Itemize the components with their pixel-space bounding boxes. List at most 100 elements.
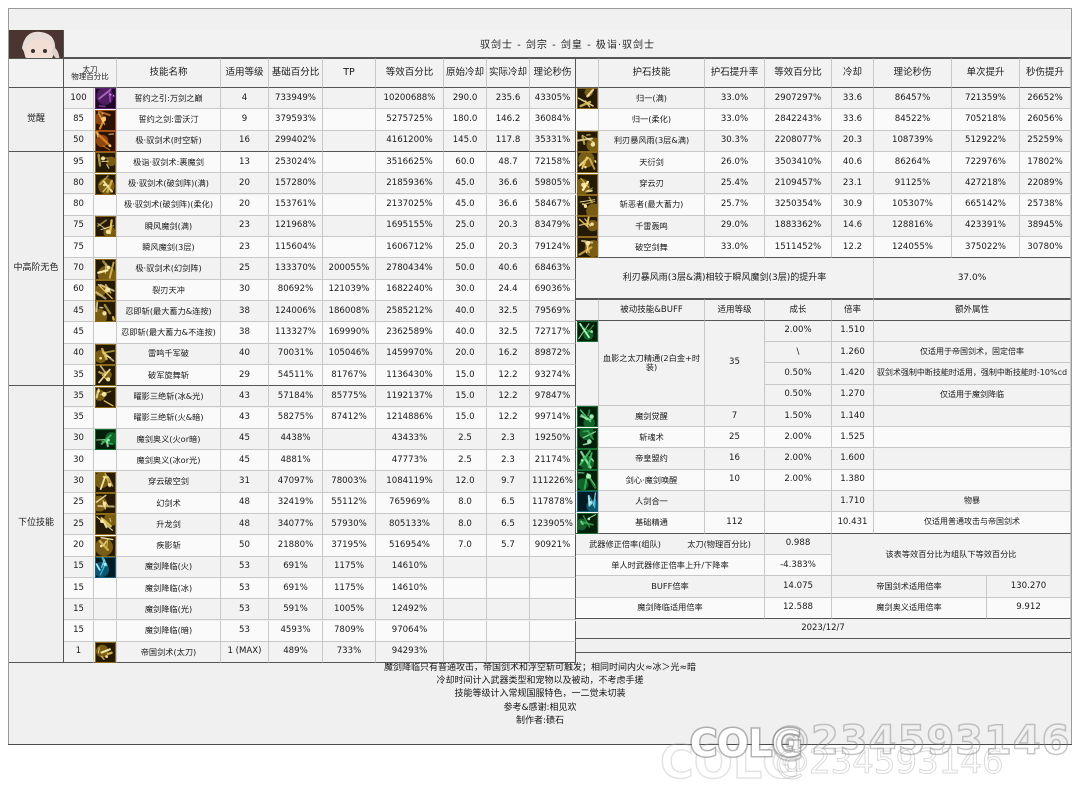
rune-header-single-boost: 单次提升 bbox=[952, 58, 1020, 88]
skill-applied-level: 30 bbox=[221, 279, 269, 301]
passive-name[interactable]: 血影之太刀精通(2白金+时装) bbox=[599, 320, 705, 406]
skill-equivalent-percent: 4161200% bbox=[376, 130, 444, 152]
footer-line-3: 参考&感谢:相见欢 bbox=[503, 702, 577, 713]
summary-note-value: 130.270 bbox=[987, 576, 1071, 598]
skill-name[interactable]: 幻剑术 bbox=[117, 492, 221, 514]
rune-theoretical-dps: 105307% bbox=[874, 194, 952, 216]
skill-name[interactable]: 雷鸣千军破 bbox=[117, 343, 221, 365]
rune-icon-r-4 bbox=[577, 152, 598, 174]
rune-header-dps: 理论秒伤 bbox=[874, 58, 952, 88]
passive-name[interactable]: 帝皇盟约 bbox=[599, 448, 705, 470]
skill-name[interactable]: 瞬风魔剑(满) bbox=[117, 215, 221, 238]
skill-raw-cooldown: 2.5 bbox=[444, 450, 487, 472]
summary-value: -4.383% bbox=[765, 555, 832, 577]
skill-icon-awk-85 bbox=[95, 109, 116, 131]
skill-base-percent: 58275% bbox=[269, 407, 323, 429]
skill-name[interactable]: 帝国剑术(太刀) bbox=[117, 641, 221, 664]
skill-raw-cooldown: 40.0 bbox=[444, 322, 487, 344]
rune-dps-boost: 25738% bbox=[1020, 194, 1071, 216]
rune-skill-name[interactable]: 天衍剑 bbox=[599, 151, 705, 174]
passive-name[interactable]: 人剑合一 bbox=[599, 491, 705, 513]
passive-name[interactable]: 魔剑觉醒 bbox=[599, 405, 705, 428]
rune-boost-rate: 25.4% bbox=[705, 173, 765, 195]
skill-name[interactable]: 魔剑降临(冰) bbox=[117, 577, 221, 600]
skill-level: 35 bbox=[64, 407, 94, 429]
skill-level: 25 bbox=[64, 514, 94, 536]
skill-raw-cooldown: 2.5 bbox=[444, 428, 487, 451]
skill-name[interactable]: 魔剑降临(火) bbox=[117, 556, 221, 578]
rune-skill-name[interactable]: 斩恶者(最大蓄力) bbox=[599, 194, 705, 216]
rune-boost-rate: 33.0% bbox=[705, 109, 765, 131]
skill-name[interactable]: 曜影三绝斩(冰&光) bbox=[117, 386, 221, 408]
passive-icon-p-1 bbox=[577, 321, 598, 342]
skill-name[interactable]: 穿云破空剑 bbox=[117, 471, 221, 493]
passive-extra-attribute: 驭剑术强制中断技能时适用，强制中断技能时-10%cd bbox=[874, 363, 1071, 385]
page-title: 驭剑士 - 剑宗 - 剑皇 - 极诣·驭剑士 bbox=[64, 30, 1071, 58]
passive-icon-p-3 bbox=[577, 427, 598, 449]
skill-name[interactable]: 瞬风魔剑(3层) bbox=[117, 237, 221, 259]
skill-name[interactable]: 裂刃天冲 bbox=[117, 279, 221, 301]
skill-name[interactable]: 魔剑奥义(火or暗) bbox=[117, 428, 221, 451]
skill-real-cooldown: 2.3 bbox=[487, 428, 530, 451]
skill-name[interactable]: 忍即斩(最大蓄力&不连按) bbox=[117, 322, 221, 344]
skill-tp-percent bbox=[323, 215, 376, 238]
rune-skill-name[interactable]: 归一(柔化) bbox=[599, 109, 705, 131]
skill-tp-percent: 37195% bbox=[323, 535, 376, 557]
skill-raw-cooldown: 30.0 bbox=[444, 279, 487, 301]
rune-theoretical-dps: 124055% bbox=[874, 237, 952, 259]
passive-name[interactable]: 基础精通 bbox=[599, 512, 705, 534]
rune-skill-name[interactable]: 破空剑舞 bbox=[599, 237, 705, 259]
left-header-corner bbox=[9, 58, 64, 88]
rune-skill-name[interactable]: 穿云刃 bbox=[599, 173, 705, 195]
rune-theoretical-dps: 108739% bbox=[874, 130, 952, 152]
skill-raw-cooldown: 290.0 bbox=[444, 88, 487, 110]
skill-raw-cooldown: 15.0 bbox=[444, 407, 487, 429]
skill-name[interactable]: 升龙剑 bbox=[117, 514, 221, 536]
passive-name[interactable]: 斩魂术 bbox=[599, 427, 705, 449]
skill-theoretical-dps: 43305% bbox=[530, 88, 576, 110]
skill-name[interactable]: 魔剑降临(光) bbox=[117, 599, 221, 621]
skill-raw-cooldown: 25.0 bbox=[444, 237, 487, 259]
skill-icon-cell bbox=[94, 599, 117, 621]
summary-note-value: 9.912 bbox=[987, 597, 1071, 619]
rune-equivalent-percent: 2208077% bbox=[765, 130, 832, 152]
skill-name[interactable]: 誓约之剑:雷沃汀 bbox=[117, 109, 221, 131]
skill-name[interactable]: 极诣·驭剑术:裹魔剑 bbox=[117, 151, 221, 174]
skill-level: 1 bbox=[64, 641, 94, 664]
skill-raw-cooldown: 45.0 bbox=[444, 173, 487, 195]
skill-applied-level: 9 bbox=[221, 109, 269, 131]
rune-skill-name[interactable]: 利刃暴风雨(3层&满) bbox=[599, 130, 705, 152]
skill-level: 95 bbox=[64, 151, 94, 174]
bottom-divider bbox=[8, 744, 1072, 745]
passive-name[interactable]: 剑心·魔剑唤醒 bbox=[599, 469, 705, 492]
skill-theoretical-dps: 21174% bbox=[530, 450, 576, 472]
skill-name[interactable]: 极·驭剑术(破剑阵)(满) bbox=[117, 173, 221, 195]
rune-skill-name[interactable]: 归一(满) bbox=[599, 88, 705, 110]
skill-name[interactable]: 曜影三绝斩(火&暗) bbox=[117, 407, 221, 429]
watermark-handle-shadow: @234593146 bbox=[775, 742, 1005, 783]
skill-name[interactable]: 破军旋舞斩 bbox=[117, 364, 221, 387]
skill-name[interactable]: 极·驭剑术(幻剑阵) bbox=[117, 258, 221, 280]
skill-name[interactable]: 誓约之引:万剑之巅 bbox=[117, 88, 221, 110]
skill-icon-sk-15 bbox=[95, 556, 116, 578]
skill-group-0: 觉醒 bbox=[9, 88, 64, 152]
skill-base-percent: 153761% bbox=[269, 194, 323, 216]
skill-real-cooldown bbox=[487, 620, 530, 642]
skill-applied-level: 53 bbox=[221, 556, 269, 578]
skill-raw-cooldown bbox=[444, 577, 487, 600]
skill-name[interactable]: 魔剑降临(暗) bbox=[117, 620, 221, 642]
skill-icon-sk-25b bbox=[95, 514, 116, 536]
skill-name[interactable]: 疾影斩 bbox=[117, 535, 221, 557]
skill-name[interactable]: 极·驭剑术(破剑阵)(柔化) bbox=[117, 194, 221, 216]
skill-real-cooldown: 2.3 bbox=[487, 450, 530, 472]
skill-base-percent: 379593% bbox=[269, 109, 323, 131]
skill-name[interactable]: 忍即斩(最大蓄力&连按) bbox=[117, 301, 221, 323]
rune-single-boost: 512922% bbox=[952, 130, 1020, 152]
skill-applied-level: 50 bbox=[221, 535, 269, 557]
skill-name[interactable]: 极·驭剑术(时空斩) bbox=[117, 130, 221, 152]
skill-equivalent-percent: 94293% bbox=[376, 641, 444, 664]
skill-level: 15 bbox=[64, 620, 94, 642]
rune-skill-name[interactable]: 千雷轰鸣 bbox=[599, 215, 705, 238]
rune-icon-r-6 bbox=[577, 194, 598, 216]
skill-name[interactable]: 魔剑奥义(冰or光) bbox=[117, 450, 221, 472]
